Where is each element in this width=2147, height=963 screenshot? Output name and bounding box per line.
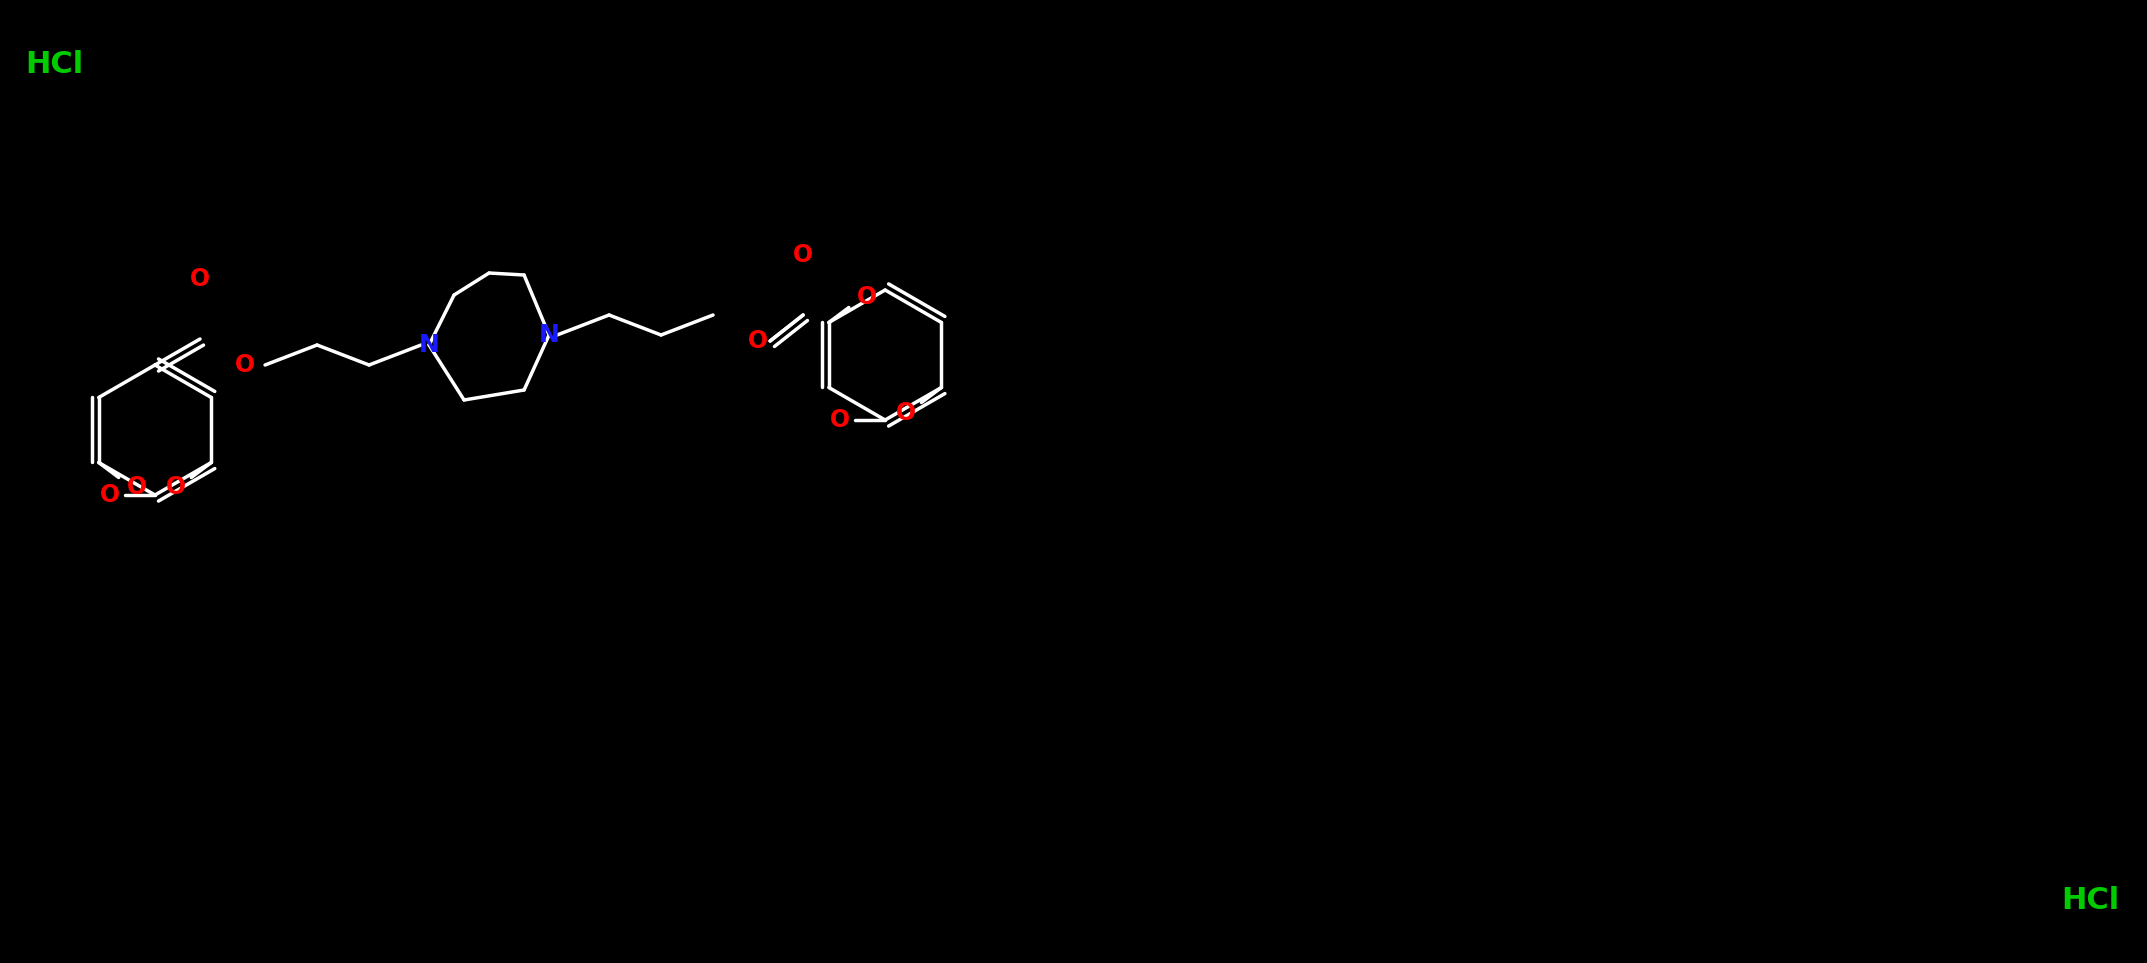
Text: N: N xyxy=(419,333,440,357)
Text: O: O xyxy=(234,353,255,377)
Text: O: O xyxy=(831,408,850,432)
Text: O: O xyxy=(189,267,210,291)
Text: O: O xyxy=(101,483,120,507)
Text: O: O xyxy=(792,243,814,267)
Text: O: O xyxy=(747,329,769,353)
Text: HCl: HCl xyxy=(2061,886,2119,915)
Text: HCl: HCl xyxy=(26,50,84,79)
Text: O: O xyxy=(127,476,146,500)
Text: O: O xyxy=(165,476,187,500)
Text: O: O xyxy=(895,401,917,425)
Text: O: O xyxy=(857,285,876,309)
Text: N: N xyxy=(539,323,560,347)
